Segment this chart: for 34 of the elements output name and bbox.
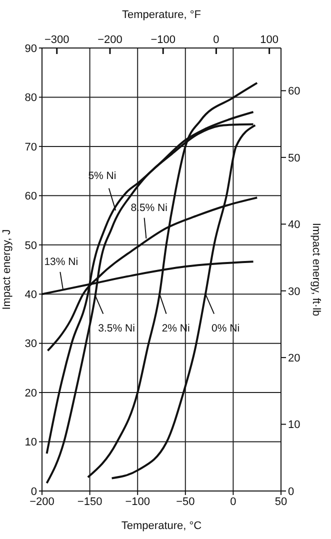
x2-axis-title: Temperature, °F [122, 8, 202, 21]
y-tick-label: 80 [24, 92, 37, 104]
y-tick-label: 70 [24, 141, 37, 154]
x-tick-label: −50 [176, 496, 195, 508]
y2-tick-label: 0 [288, 486, 294, 498]
y2-tick-label: 30 [288, 286, 300, 298]
y-tick-label: 10 [24, 436, 37, 449]
x-tick-label: −150 [77, 496, 102, 508]
y-tick-label: 60 [24, 190, 37, 203]
y-tick-label: 40 [24, 289, 37, 302]
y-tick-label: 0 [30, 486, 37, 498]
annotation: 3.5% Ni [98, 322, 135, 335]
x2-tick-label: 100 [260, 34, 278, 46]
y-axis-title: Impact energy, J [0, 229, 13, 310]
x-tick-label: 50 [274, 496, 288, 508]
y-tick-label: 30 [24, 338, 37, 350]
x-tick-label: −100 [125, 496, 150, 508]
x2-tick-label: 0 [213, 34, 220, 46]
x2-tick-label: −300 [44, 34, 70, 46]
x2-tick-label: −100 [150, 34, 176, 46]
x-tick-label: −200 [30, 496, 54, 508]
y2-axis-title: Impact energy, ft·lb [310, 222, 322, 316]
y2-tick-label: 20 [288, 352, 300, 364]
x-axis-title: Temperature, °C [121, 520, 202, 532]
y2-tick-label: 50 [288, 152, 300, 164]
x2-tick-label: −200 [98, 34, 122, 46]
y2-tick-label: 60 [288, 86, 300, 98]
y-tick-label: 20 [24, 387, 37, 400]
y2-tick-label: 10 [288, 419, 300, 432]
y-tick-label: 90 [24, 42, 37, 55]
x-tick-label: 0 [230, 496, 236, 508]
y-tick-label: 50 [24, 240, 37, 252]
y2-tick-label: 40 [288, 219, 300, 232]
annotation: 13% Ni [44, 256, 78, 268]
